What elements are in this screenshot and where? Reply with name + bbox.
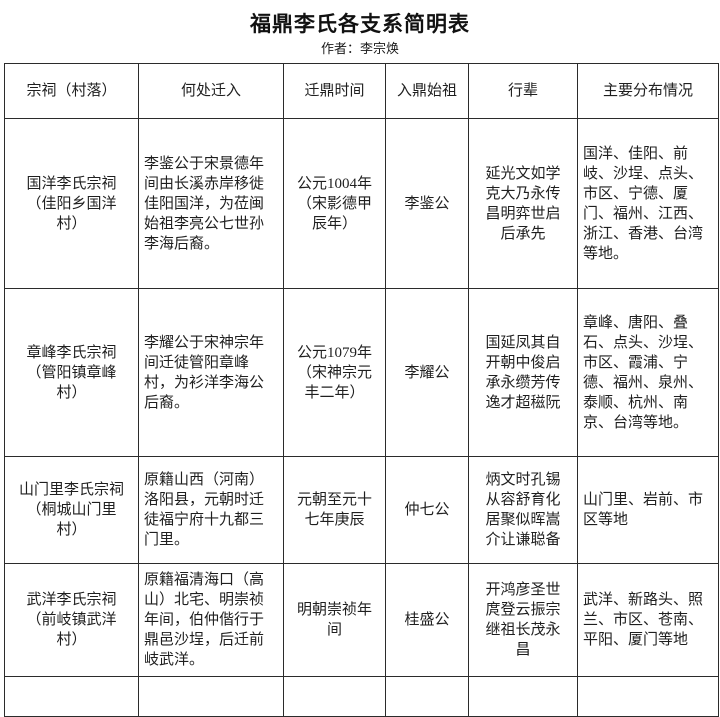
cell-clan-hall: 章峰李氏宗祠 （管阳镇章峰 村） [4,288,139,457]
table-row: 章峰李氏宗祠 （管阳镇章峰 村） 李耀公于宋神宗年间迁徒管阳章峰村，为衫洋李海公… [4,288,719,457]
header-distribution: 主要分布情况 [577,63,719,119]
cell-migration-time: 明朝崇祯年 间 [283,563,386,677]
clan-branches-table: 宗祠（村落） 何处迁入 迁鼎时间 入鼎始祖 行辈 主要分布情况 国洋李氏宗祠 （… [4,63,719,717]
cell-founder: 李鉴公 [385,118,469,289]
cell-distribution: 武洋、新路头、照兰、市区、苍南、平阳、厦门等地 [577,563,719,677]
cell-empty [385,676,469,717]
cell-generation-poem: 开鸿彦圣世 庹登云振宗 继祖长茂永 昌 [468,563,578,677]
cell-migration-time: 公元1004年 （宋影德甲 辰年） [283,118,386,289]
cell-empty [283,676,386,717]
cell-origin: 李耀公于宋神宗年间迁徒管阳章峰村，为衫洋李海公后裔。 [138,288,284,457]
header-founder: 入鼎始祖 [385,63,469,119]
cell-empty [4,676,139,717]
header-generation: 行辈 [468,63,578,119]
document-page: 福鼎李氏各支系简明表 作者：李宗焕 宗祠（村落） 何处迁入 迁鼎时间 入鼎始祖 … [4,12,719,717]
cell-founder: 桂盛公 [385,563,469,677]
cell-founder: 李耀公 [385,288,469,457]
cell-migration-time: 元朝至元十 七年庚辰 [283,456,386,564]
cell-migration-time: 公元1079年 （宋神宗元 丰二年） [283,288,386,457]
header-clan-hall: 宗祠（村落） [4,63,139,119]
cell-distribution: 国洋、佳阳、前岐、沙埕、点头、市区、宁德、厦门、福州、江西、浙江、香港、台湾等地… [577,118,719,289]
header-origin: 何处迁入 [138,63,284,119]
table-row: 国洋李氏宗祠 （佳阳乡国洋 村） 李鉴公于宋景德年间由长溪赤岸移徙佳阳国洋，为莅… [4,118,719,289]
cell-clan-hall: 武洋李氏宗祠 （前岐镇武洋 村） [4,563,139,677]
cell-clan-hall: 山门里李氏宗祠 （桐城山门里 村） [4,456,139,564]
table-row: 武洋李氏宗祠 （前岐镇武洋 村） 原籍福清海口（高山）北宅、明崇祯年间，伯仲偕行… [4,563,719,677]
cell-generation-poem: 炳文时孔锡 从容舒育化 居聚似晖嵩 介让谦聪备 [468,456,578,564]
cell-clan-hall: 国洋李氏宗祠 （佳阳乡国洋 村） [4,118,139,289]
table-row-partial [4,676,719,717]
page-title: 福鼎李氏各支系简明表 [250,12,470,36]
cell-generation-poem: 国延凤其自 开朝中俊启 承永缵芳传 逸才超稵阮 [468,288,578,457]
cell-empty [577,676,719,717]
author-line: 作者：李宗焕 [320,41,399,56]
cell-distribution: 山门里、岩前、市区等地 [577,456,719,564]
cell-empty [138,676,284,717]
header-row: 宗祠（村落） 何处迁入 迁鼎时间 入鼎始祖 行辈 主要分布情况 [4,63,719,119]
cell-origin: 李鉴公于宋景德年间由长溪赤岸移徙佳阳国洋，为莅闽始祖李亮公七世孙李海后裔。 [138,118,284,289]
table-row: 山门里李氏宗祠 （桐城山门里 村） 原籍山西（河南）洛阳县，元朝时迁徒福宁府十九… [4,456,719,564]
cell-origin: 原籍山西（河南）洛阳县，元朝时迁徒福宁府十九都三门里。 [138,456,284,564]
cell-empty [468,676,578,717]
cell-origin: 原籍福清海口（高山）北宅、明崇祯年间，伯仲偕行于鼎邑沙埕，后迁前岐武洋。 [138,563,284,677]
header-migration-time: 迁鼎时间 [283,63,386,119]
cell-distribution: 章峰、唐阳、叠石、点头、沙埕、市区、霞浦、宁德、福州、泉州、泰顺、杭州、南京、台… [577,288,719,457]
cell-generation-poem: 延光文如学 克大乃永传 昌明弈世启 后承先 [468,118,578,289]
cell-founder: 仲七公 [385,456,469,564]
